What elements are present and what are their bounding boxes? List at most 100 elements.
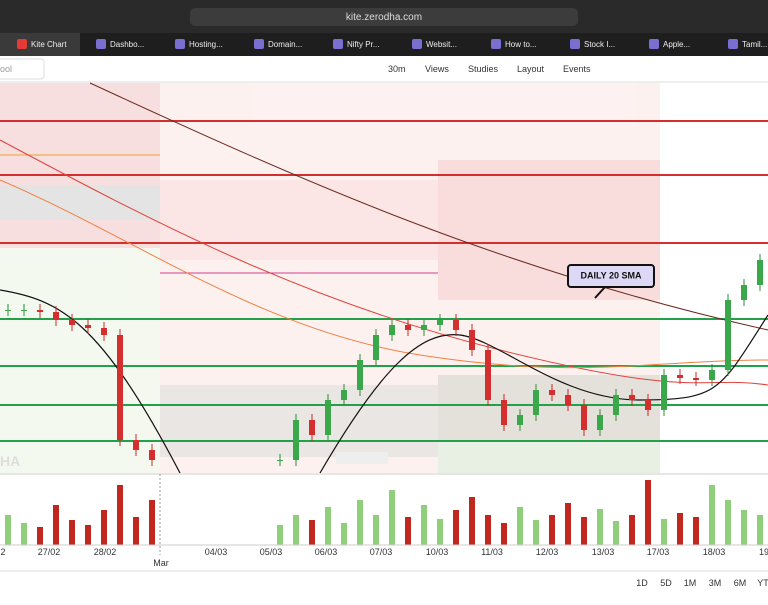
candle xyxy=(597,415,603,430)
volume-bar xyxy=(389,490,395,545)
candle xyxy=(693,378,699,380)
date-label: 10/03 xyxy=(426,547,449,557)
volume-bar xyxy=(709,485,715,545)
symbol-input[interactable] xyxy=(0,58,45,80)
volume-bar xyxy=(757,515,763,545)
date-label: 17/03 xyxy=(647,547,670,557)
candle xyxy=(645,400,651,410)
date-label: 13/03 xyxy=(592,547,615,557)
candle xyxy=(501,400,507,425)
volume-bar xyxy=(405,517,411,545)
candle xyxy=(661,375,667,410)
volume-bar xyxy=(69,520,75,545)
volume-bar xyxy=(101,510,107,545)
volume-bar xyxy=(277,525,283,545)
toolbar-menu[interactable]: 30m xyxy=(388,64,406,74)
volume-bar xyxy=(309,520,315,545)
url: kite.zerodha.com xyxy=(346,12,422,23)
candle xyxy=(21,310,27,311)
range-button[interactable]: 6M xyxy=(734,578,747,588)
volume-bar xyxy=(533,520,539,545)
date-label: 19 xyxy=(759,547,768,557)
date-label: 27/02 xyxy=(38,547,61,557)
tab-title[interactable]: Apple... xyxy=(663,40,690,49)
candle xyxy=(565,395,571,405)
annotation-box[interactable] xyxy=(567,264,655,288)
levels xyxy=(0,120,768,442)
tab-icon[interactable] xyxy=(96,39,106,49)
volume-bar xyxy=(37,527,43,545)
tab-title[interactable]: Domain... xyxy=(268,40,302,49)
toolbar-menu[interactable]: Events xyxy=(563,64,591,74)
range-button[interactable]: YT xyxy=(757,578,768,588)
range-button[interactable]: 3M xyxy=(709,578,722,588)
volume-bar xyxy=(501,523,507,545)
tab-title[interactable]: Dashbo... xyxy=(110,40,144,49)
candle xyxy=(309,420,315,435)
candle xyxy=(613,395,619,415)
tab-title[interactable]: Nifty Pr... xyxy=(347,40,379,49)
range-button[interactable]: 5D xyxy=(660,578,672,588)
volume-bar xyxy=(53,505,59,545)
tab-icon[interactable] xyxy=(254,39,264,49)
candle xyxy=(517,415,523,425)
tab-title[interactable]: Stock I... xyxy=(584,40,615,49)
volume-bar xyxy=(469,497,475,545)
url-bar[interactable] xyxy=(190,8,578,26)
candle xyxy=(389,325,395,335)
active-tab xyxy=(0,33,80,56)
volume-bar xyxy=(741,510,747,545)
date-label: 18/03 xyxy=(703,547,726,557)
tab-icon[interactable] xyxy=(175,39,185,49)
volume-bar xyxy=(453,510,459,545)
candle xyxy=(53,312,59,320)
symbol-text: ool xyxy=(0,64,12,74)
date-label: 06/03 xyxy=(315,547,338,557)
volume-bar xyxy=(117,485,123,545)
moving-averages xyxy=(0,82,768,474)
volume-bar xyxy=(325,507,331,545)
tab-title[interactable]: Websit... xyxy=(426,40,457,49)
volume-bar xyxy=(613,521,619,545)
tab-title[interactable]: Kite Chart xyxy=(31,40,67,49)
tab-title[interactable]: Hosting... xyxy=(189,40,223,49)
range-button[interactable]: 1M xyxy=(684,578,697,588)
range-button[interactable]: 1D xyxy=(636,578,648,588)
volume-bar xyxy=(5,515,11,545)
candle xyxy=(293,420,299,460)
candle xyxy=(373,335,379,360)
volume-bar xyxy=(21,523,27,545)
volume-bar xyxy=(629,515,635,545)
tab-icon[interactable] xyxy=(412,39,422,49)
candle xyxy=(85,325,91,328)
volume-bar xyxy=(597,509,603,545)
volume-bar xyxy=(293,515,299,545)
candle xyxy=(757,260,763,285)
volume-bar xyxy=(85,525,91,545)
candle xyxy=(69,320,75,325)
tab-icon[interactable] xyxy=(728,39,738,49)
tab-title[interactable]: Tamil... xyxy=(742,40,767,49)
candle xyxy=(629,395,635,400)
annotation-pointer xyxy=(594,286,606,299)
tab-icon[interactable] xyxy=(491,39,501,49)
candle xyxy=(469,330,475,350)
date-label: 05/03 xyxy=(260,547,283,557)
tab-icon[interactable] xyxy=(17,39,27,49)
toolbar-menu[interactable]: Layout xyxy=(517,64,545,74)
volume-bar xyxy=(149,500,155,545)
toolbar-menu[interactable]: Studies xyxy=(468,64,499,74)
zoom-controls[interactable] xyxy=(336,452,388,464)
volume-bar xyxy=(357,500,363,545)
tab-icon[interactable] xyxy=(570,39,580,49)
toolbar-menu[interactable]: Views xyxy=(425,64,449,74)
volume-bar xyxy=(133,517,139,545)
tab-title[interactable]: How to... xyxy=(505,40,537,49)
candle xyxy=(453,320,459,330)
volume-bar xyxy=(341,523,347,545)
candle xyxy=(101,328,107,335)
tab-icon[interactable] xyxy=(649,39,659,49)
tab-icon[interactable] xyxy=(333,39,343,49)
candle xyxy=(325,400,331,435)
